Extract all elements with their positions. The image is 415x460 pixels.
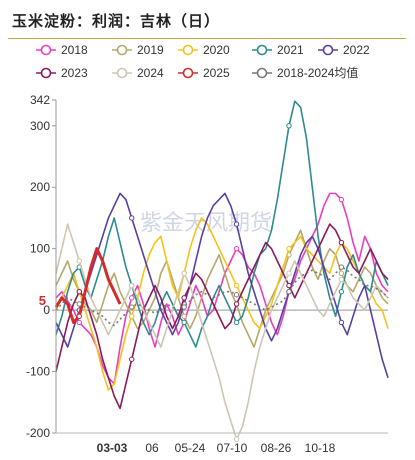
series-point (181, 304, 187, 310)
legend-swatch-marker (182, 67, 194, 79)
series-point (181, 295, 187, 301)
legend-swatch-marker (182, 44, 194, 56)
x-tick-label: 05-24 (175, 441, 206, 455)
series-line-2023 (55, 223, 389, 410)
legend-swatch-marker (116, 67, 128, 79)
x-tick-label: 07-10 (217, 441, 248, 455)
legend-item[interactable]: 2021 (252, 43, 304, 57)
x-tick-label: 08-26 (261, 441, 292, 455)
legend-item[interactable]: 2023 (36, 66, 88, 80)
series-point (286, 245, 292, 252)
series-line-2018 (55, 192, 389, 385)
series-point (286, 288, 292, 295)
legend: 2018 2019 2020 2021 2022 2023 2024 2025 2018-202… (36, 43, 370, 80)
series-point (76, 313, 82, 319)
y-tick-label: 342 (30, 93, 50, 107)
y-tick-label: 100 (30, 242, 50, 256)
legend-swatch-marker (40, 44, 52, 56)
legend-item[interactable]: 2022 (318, 43, 370, 57)
y-tick-label: 0 (43, 303, 50, 317)
series-group (54, 100, 389, 442)
current-value-label: 5 (39, 293, 46, 308)
legend-label: 2019 (137, 43, 164, 57)
legend-item[interactable]: 2025 (178, 66, 230, 80)
axes: 342 300 200 100 0 -100 -200 03-03 06 05-24 07-10 08… (26, 93, 388, 455)
series-point (129, 356, 135, 362)
series-point (76, 288, 82, 295)
series-point (233, 319, 240, 326)
legend-swatch-marker (322, 44, 334, 56)
series-line-2025 (54, 247, 122, 324)
legend-swatch-marker (116, 44, 128, 56)
legend-label: 2018-2024均值 (277, 65, 358, 80)
series-point (286, 123, 292, 129)
series-point (129, 215, 135, 221)
x-tick-label: 06 (145, 441, 159, 455)
legend-item[interactable]: 2018 (36, 43, 88, 57)
series-point (181, 319, 187, 326)
y-tick-label: -200 (26, 426, 50, 440)
series-point (233, 245, 240, 252)
series-point (233, 301, 240, 307)
legend-item[interactable]: 2020 (178, 43, 230, 57)
legend-swatch-marker (256, 67, 268, 79)
legend-item[interactable]: 2024 (112, 66, 164, 80)
y-tick-label: -100 (26, 365, 50, 379)
x-tick-label: 03-03 (97, 441, 128, 455)
series-point (233, 282, 240, 289)
series-line-2024 (55, 223, 389, 440)
legend-label: 2025 (203, 66, 230, 80)
legend-label: 2018 (61, 43, 88, 57)
series-point (338, 196, 345, 203)
series-line-2019 (55, 229, 389, 348)
legend-label: 2024 (137, 66, 164, 80)
series-point (129, 295, 135, 301)
x-tick-label: 10-18 (305, 441, 336, 455)
series-point (338, 288, 345, 295)
series-line-2021 (55, 100, 389, 348)
series-line-2018-2024均值 (55, 266, 389, 327)
series-point (286, 282, 292, 289)
series-point (129, 282, 135, 289)
legend-label: 2023 (61, 66, 88, 80)
series-point (76, 258, 82, 264)
legend-swatch-marker (40, 67, 52, 79)
series-point (233, 436, 240, 442)
series-line-2022 (55, 192, 389, 378)
series-point (181, 313, 187, 319)
series-point (338, 239, 345, 246)
series-point (76, 301, 82, 307)
series-point (181, 270, 187, 276)
y-tick-label: 200 (30, 180, 50, 194)
legend-label: 2020 (203, 43, 230, 57)
legend-swatch-marker (256, 44, 268, 56)
series-point (129, 304, 135, 310)
series-point (233, 292, 240, 298)
series-point (338, 264, 345, 270)
series-point (233, 221, 240, 227)
title-underline (8, 38, 406, 39)
legend-item[interactable]: 2019 (112, 43, 164, 57)
series-point (129, 313, 135, 319)
legend-item[interactable]: 2018-2024均值 (252, 65, 358, 80)
legend-label: 2021 (277, 43, 304, 57)
series-point (338, 319, 345, 326)
y-tick-label: 300 (30, 119, 50, 133)
series-point (286, 270, 292, 276)
chart-title: 玉米淀粉：利润：吉林（日） (12, 12, 221, 30)
legend-label: 2022 (343, 43, 370, 57)
series-point (338, 270, 345, 276)
series-point (338, 276, 345, 283)
series-point (76, 319, 82, 326)
